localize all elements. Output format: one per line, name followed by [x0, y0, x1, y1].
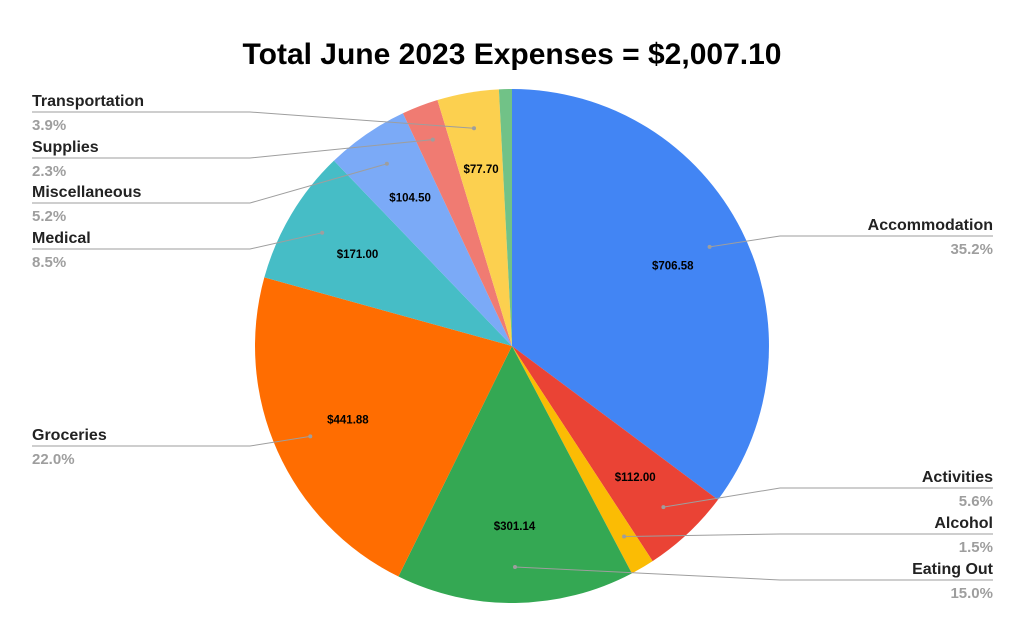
slice-transportation[interactable] — [437, 89, 512, 346]
category-label-eating-out: Eating Out — [912, 561, 994, 578]
value-label-medical: $171.00 — [337, 249, 379, 261]
percent-label-alcohol: 1.5% — [959, 539, 993, 556]
leader-line-medical — [32, 232, 323, 250]
leader-line-alcohol — [624, 533, 993, 537]
percent-label-supplies: 2.3% — [32, 163, 66, 180]
value-label-groceries: $441.88 — [327, 415, 369, 427]
slice-miscellaneous[interactable] — [333, 113, 512, 346]
leader-line-miscellaneous — [32, 163, 388, 204]
category-label-medical: Medical — [32, 230, 91, 247]
category-label-miscellaneous: Miscellaneous — [32, 184, 141, 201]
percent-label-groceries: 22.0% — [32, 451, 75, 468]
category-label-supplies: Supplies — [32, 139, 99, 156]
leader-line-supplies — [32, 139, 433, 159]
leader-line-eating-out — [514, 566, 993, 581]
slice-medical[interactable] — [264, 160, 512, 346]
percent-label-transportation: 3.9% — [32, 117, 66, 134]
slice-supplies[interactable] — [402, 100, 512, 346]
slice-activities[interactable] — [512, 346, 718, 562]
leader-line-transportation — [32, 111, 475, 129]
leader-line-accommodation — [709, 235, 993, 248]
percent-label-medical: 8.5% — [32, 254, 66, 271]
category-label-activities: Activities — [922, 469, 993, 486]
leader-line-activities — [663, 487, 993, 508]
value-label-eating-out: $301.14 — [494, 521, 536, 533]
chart-title: Total June 2023 Expenses = $2,007.10 — [242, 38, 782, 71]
leader-line-groceries — [32, 435, 311, 447]
value-label-accommodation: $706.58 — [652, 260, 694, 272]
pie-labels: $706.58 Accommodation 35.2% $112.00 Activiti… — [32, 93, 994, 602]
category-label-alcohol: Alcohol — [934, 515, 993, 532]
slice-eating-out[interactable] — [398, 346, 632, 604]
category-label-transportation: Transportation — [32, 93, 144, 110]
category-label-accommodation: Accommodation — [868, 217, 993, 234]
pie-slices — [255, 88, 769, 604]
category-label-groceries: Groceries — [32, 427, 107, 444]
value-label-transportation: $77.70 — [464, 164, 499, 176]
slice-alcohol[interactable] — [512, 346, 653, 574]
slice-slice-9[interactable] — [498, 88, 512, 347]
slice-accommodation[interactable] — [512, 89, 769, 500]
value-label-activities: $112.00 — [615, 472, 656, 484]
percent-label-activities: 5.6% — [959, 493, 993, 510]
percent-label-eating-out: 15.0% — [950, 585, 993, 602]
percent-label-accommodation: 35.2% — [950, 241, 993, 258]
percent-label-miscellaneous: 5.2% — [32, 208, 66, 225]
value-label-miscellaneous: $104.50 — [389, 193, 431, 205]
slice-groceries[interactable] — [255, 277, 512, 577]
